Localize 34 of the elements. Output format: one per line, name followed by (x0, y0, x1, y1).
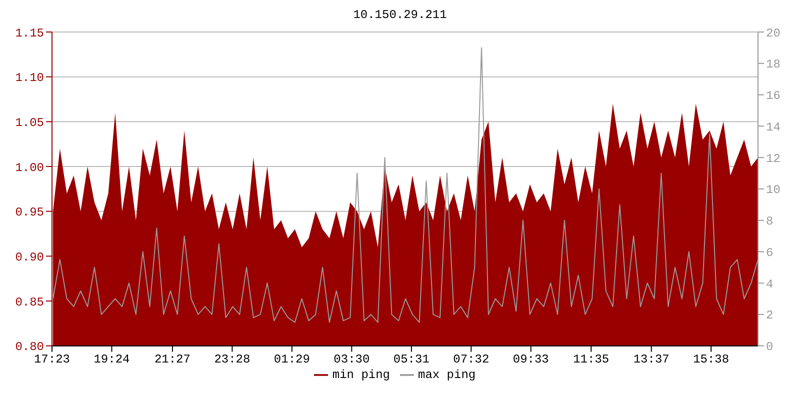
y2-tick-label: 4 (766, 277, 774, 292)
x-tick-label: 09:33 (512, 352, 549, 366)
chart-title: 10.150.29.211 (352, 8, 448, 24)
y-tick-label: 0.80 (15, 340, 44, 354)
x-tick-label: 01:29 (274, 352, 310, 366)
y-tick-label: 1.10 (15, 71, 44, 86)
y-tick-label: 0.85 (15, 295, 44, 310)
x-tick-label: 03:30 (334, 352, 370, 366)
y2-tick-label: 2 (766, 308, 774, 323)
y2-tick-label: 8 (766, 214, 774, 229)
y-tick-label: 0.90 (15, 250, 44, 264)
x-tick-label: 05:31 (393, 352, 430, 366)
y2-tick-label: 18 (766, 58, 780, 72)
y-tick-label: 1.00 (15, 160, 44, 175)
x-tick-label: 17:23 (34, 352, 70, 366)
x-tick-label: 23:28 (214, 352, 250, 366)
y2-tick-label: 10 (766, 183, 780, 198)
x-tick-label: 15:38 (693, 352, 730, 366)
y-tick-label: 1.05 (15, 116, 44, 130)
y2-tick-label: 16 (766, 89, 780, 104)
x-tick-label: 21:27 (154, 352, 190, 366)
x-tick-label: 19:24 (94, 352, 130, 366)
y2-tick-label: 14 (766, 120, 780, 134)
y-tick-label: 0.95 (15, 206, 44, 220)
x-tick-label: 13:37 (633, 352, 670, 366)
y2-tick-label: 20 (766, 26, 780, 40)
x-tick-label: 11:35 (573, 352, 610, 366)
y2-tick-label: 0 (766, 340, 774, 354)
legend-label: min ping (332, 368, 390, 382)
y2-tick-label: 12 (766, 152, 780, 166)
y-tick-label: 1.15 (15, 26, 44, 40)
x-tick-label: 07:32 (453, 352, 490, 366)
legend-label: max ping (418, 368, 476, 382)
y2-tick-label: 6 (766, 246, 774, 260)
